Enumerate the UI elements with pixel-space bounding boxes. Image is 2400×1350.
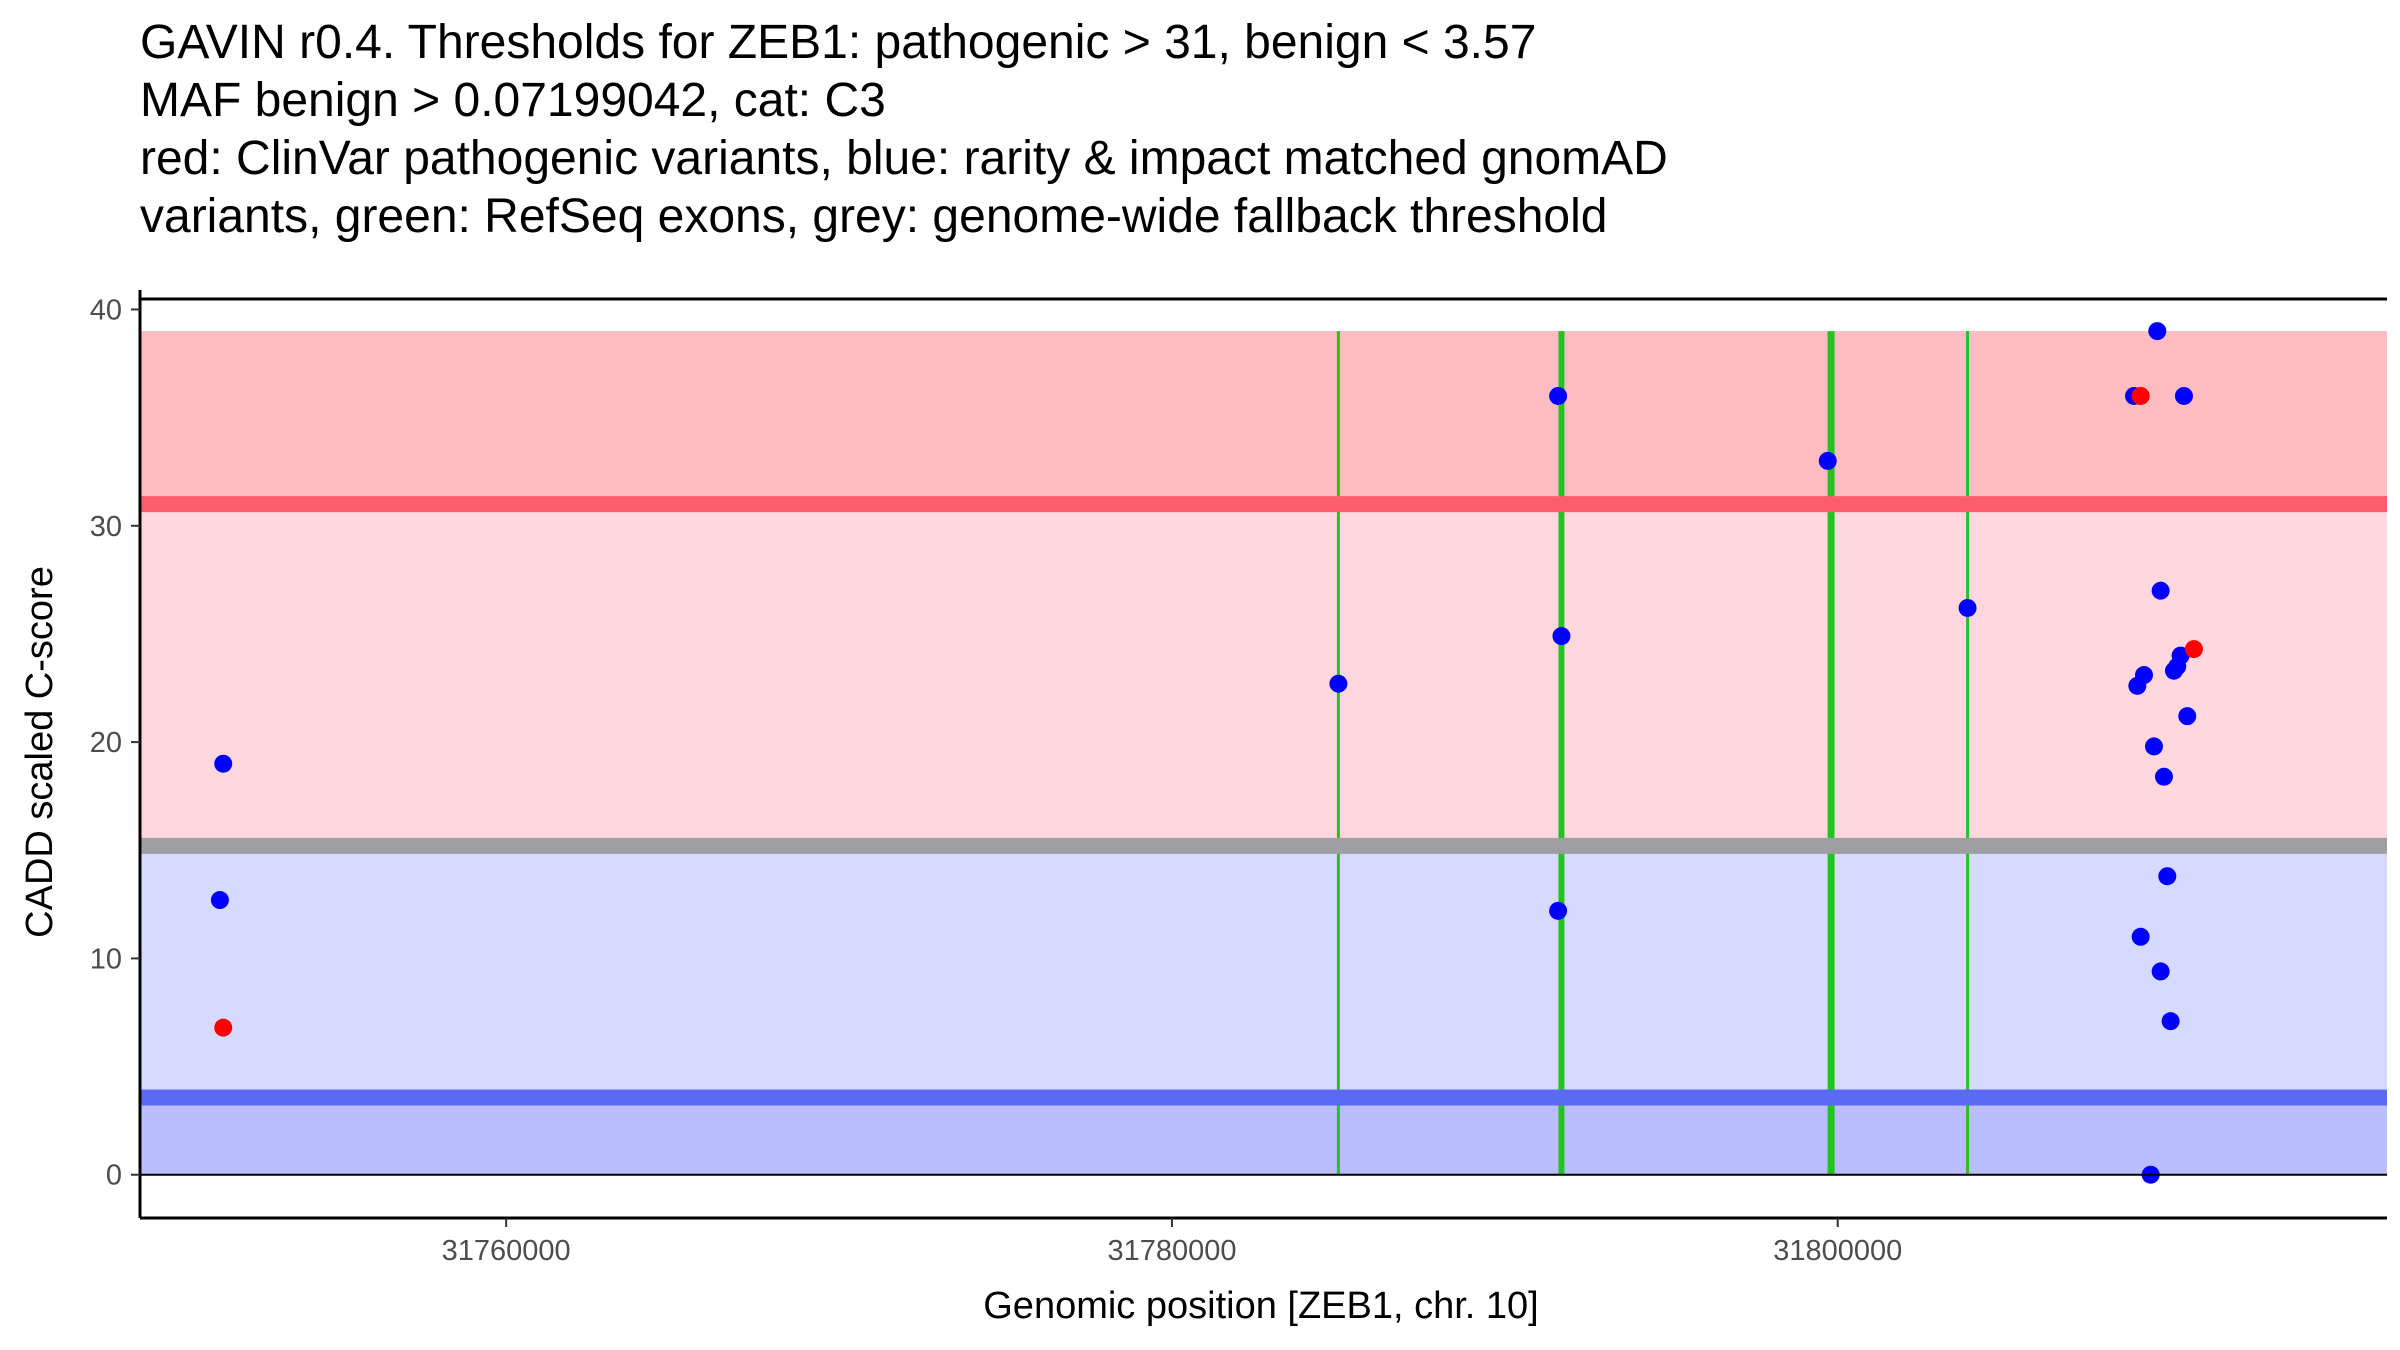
threshold-bands	[140, 331, 2387, 1175]
gnomad-variant-point	[1549, 386, 1568, 405]
gnomad-variant-point	[1549, 901, 1568, 920]
gnomad-variant-point	[2148, 322, 2167, 341]
gnomad-variant-point	[2151, 581, 2170, 600]
axes: 0 10 20 30 40 31760000 31780000 31800000	[90, 290, 2387, 1267]
x-tick-label: 31780000	[1107, 1235, 1236, 1267]
gnomad-variant-point	[2164, 661, 2183, 680]
gnomad-variant-point	[2154, 767, 2173, 786]
gnomad-variant-point	[1958, 598, 1977, 617]
exon-lines	[1336, 331, 1970, 1175]
intermediate-region	[140, 504, 2387, 846]
x-tick-label: 31800000	[1773, 1235, 1902, 1267]
title-line: variants, green: RefSeq exons, grey: gen…	[140, 190, 1608, 243]
title-line: GAVIN r0.4. Thresholds for ZEB1: pathoge…	[140, 16, 1537, 69]
y-tick-label: 20	[90, 727, 122, 759]
tolerant-region	[140, 845, 2387, 1098]
gnomad-variant-point	[2158, 867, 2177, 886]
clinvar-variant-point	[214, 1018, 233, 1037]
benign-region	[140, 1097, 2387, 1175]
gnomad-variant-point	[2131, 927, 2150, 946]
y-axis-title: CADD scaled C-score	[19, 566, 61, 938]
pathogenic-region	[140, 331, 2387, 505]
clinvar-variant-point	[2184, 640, 2203, 659]
gnomad-variant-point	[2144, 737, 2163, 756]
gnomad-variant-point	[210, 891, 229, 910]
clinvar-variant-point	[2131, 386, 2150, 405]
gnomad-variant-point	[2151, 962, 2170, 981]
gnomad-variant-point	[2178, 707, 2197, 726]
gnomad-variant-point	[214, 754, 233, 773]
variant-points	[210, 322, 2203, 1184]
y-tick-label: 0	[106, 1160, 122, 1192]
threshold-lines	[140, 496, 2387, 1106]
chart-title: GAVIN r0.4. Thresholds for ZEB1: pathoge…	[140, 14, 1668, 246]
gnomad-variant-point	[2128, 676, 2147, 695]
x-tick-label: 31760000	[442, 1235, 571, 1267]
gnomad-variant-point	[1329, 674, 1348, 693]
gnomad-variant-point	[1818, 451, 1837, 470]
gnomad-variant-point	[1552, 627, 1571, 646]
y-tick-label: 40	[90, 294, 122, 326]
gnomad-variant-point	[2174, 386, 2193, 405]
y-tick-label: 10	[90, 943, 122, 975]
y-tick-label: 30	[90, 511, 122, 543]
gnomad-variant-point	[2161, 1012, 2180, 1031]
x-axis-title: Genomic position [ZEB1, chr. 10]	[983, 1285, 1539, 1327]
title-line: MAF benign > 0.07199042, cat: C3	[140, 74, 886, 127]
title-line: red: ClinVar pathogenic variants, blue: …	[140, 132, 1668, 185]
